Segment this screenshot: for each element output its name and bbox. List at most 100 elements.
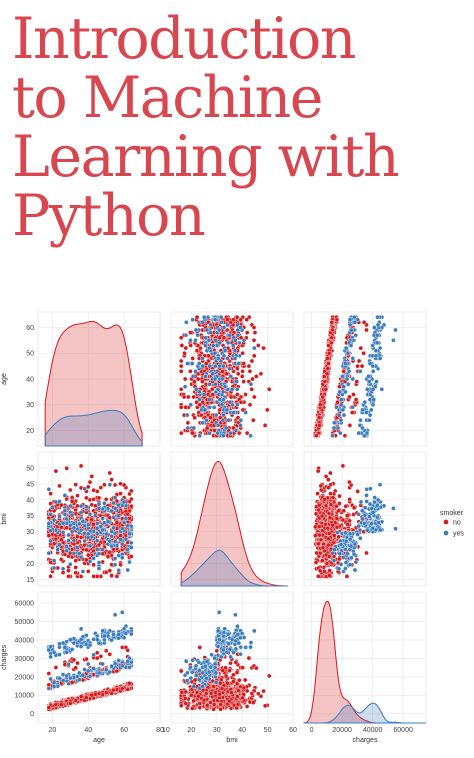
- point-no: [313, 560, 319, 565]
- point-yes: [207, 397, 212, 402]
- point-yes: [391, 506, 396, 511]
- title-line-2: to Machine: [12, 65, 324, 131]
- point-yes: [193, 337, 198, 343]
- point-yes: [360, 516, 365, 522]
- point-yes: [348, 327, 354, 333]
- point-yes: [109, 637, 114, 643]
- point-no: [119, 686, 125, 692]
- point-yes: [370, 386, 376, 392]
- point-yes: [107, 482, 113, 488]
- point-yes: [87, 511, 93, 517]
- point-yes: [85, 531, 91, 537]
- point-no: [329, 335, 335, 341]
- point-yes: [48, 676, 53, 682]
- point-yes: [78, 527, 84, 533]
- point-yes: [344, 376, 350, 382]
- point-yes: [232, 348, 238, 354]
- point-no: [178, 363, 184, 369]
- point-no: [73, 558, 79, 564]
- point-no: [266, 386, 272, 392]
- point-yes: [197, 397, 202, 402]
- point-yes: [211, 404, 217, 410]
- point-no: [228, 660, 233, 666]
- point-yes: [377, 356, 383, 361]
- point-yes: [347, 562, 353, 568]
- point-yes: [85, 522, 91, 528]
- point-yes: [67, 561, 73, 567]
- point-yes: [372, 325, 377, 330]
- point-yes: [367, 412, 373, 418]
- point-yes: [367, 361, 373, 366]
- point-no: [87, 479, 93, 485]
- point-yes: [71, 550, 77, 556]
- point-no: [334, 503, 339, 509]
- point-no: [194, 348, 200, 354]
- point-yes: [66, 538, 71, 543]
- point-yes: [112, 539, 118, 544]
- point-no: [84, 547, 89, 553]
- point-yes: [123, 515, 129, 521]
- point-no: [353, 397, 359, 402]
- point-yes: [105, 518, 111, 524]
- point-yes: [76, 521, 82, 527]
- point-no: [192, 415, 197, 421]
- point-yes: [225, 356, 230, 361]
- point-no: [73, 698, 79, 703]
- point-yes: [57, 499, 62, 504]
- point-yes: [51, 565, 57, 571]
- point-no: [107, 568, 113, 573]
- point-no: [355, 489, 360, 494]
- point-yes: [66, 532, 71, 538]
- point-no: [326, 542, 331, 548]
- point-yes: [352, 567, 358, 573]
- point-yes: [96, 560, 102, 565]
- point-no: [251, 325, 257, 330]
- point-yes: [116, 635, 122, 641]
- point-yes: [337, 430, 343, 436]
- point-no: [252, 330, 258, 335]
- point-yes: [368, 407, 374, 413]
- point-yes: [353, 332, 359, 338]
- point-yes: [373, 348, 379, 354]
- point-yes: [188, 337, 193, 343]
- point-yes: [370, 368, 376, 374]
- point-no: [249, 386, 255, 392]
- point-yes: [111, 500, 116, 506]
- point-no: [261, 345, 266, 351]
- point-yes: [78, 503, 84, 509]
- point-yes: [111, 525, 116, 531]
- point-no: [326, 554, 332, 559]
- point-yes: [212, 376, 218, 382]
- point-no: [103, 496, 109, 502]
- point-no: [341, 508, 347, 514]
- point-no: [235, 371, 241, 377]
- point-no: [225, 317, 230, 323]
- point-yes: [190, 374, 196, 379]
- point-yes: [91, 652, 96, 658]
- point-yes: [338, 402, 344, 408]
- point-yes: [217, 363, 222, 369]
- point-yes: [100, 628, 105, 634]
- point-no: [111, 687, 116, 693]
- point-no: [178, 386, 184, 392]
- point-no: [98, 485, 104, 490]
- point-yes: [207, 430, 212, 436]
- point-yes: [332, 420, 337, 426]
- point-no: [188, 343, 193, 348]
- panel-charges-vs-bmi: [170, 591, 294, 724]
- point-no: [335, 399, 340, 405]
- point-yes: [105, 506, 111, 512]
- point-no: [317, 402, 323, 408]
- point-no: [241, 379, 247, 384]
- point-no: [200, 379, 205, 384]
- point-yes: [367, 417, 372, 423]
- point-yes: [352, 541, 358, 547]
- point-yes: [78, 510, 84, 515]
- point-yes: [78, 637, 84, 642]
- point-no: [51, 541, 57, 547]
- point-yes: [46, 550, 52, 556]
- point-no: [67, 701, 73, 706]
- point-yes: [219, 376, 225, 382]
- point-yes: [228, 430, 233, 436]
- point-no: [238, 317, 244, 323]
